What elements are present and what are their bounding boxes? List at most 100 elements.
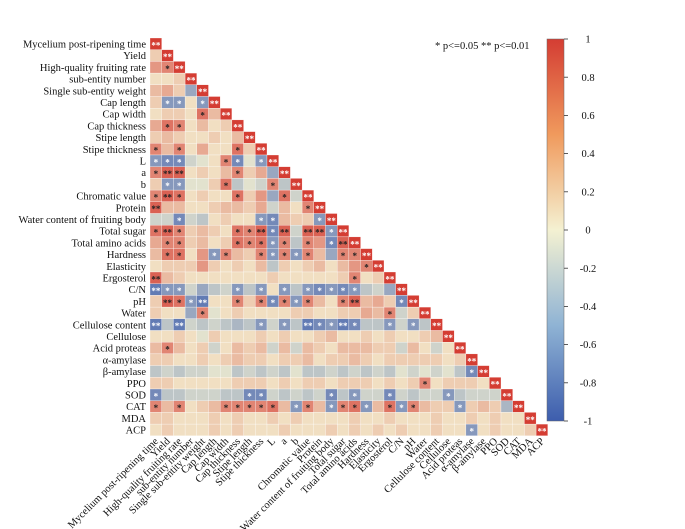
heatmap-cell (477, 377, 490, 390)
heatmap-cell (278, 178, 291, 191)
significance-marker: * (353, 321, 358, 331)
significance-marker: * (177, 181, 182, 191)
significance-marker: * (236, 239, 241, 249)
heatmap-cell (220, 236, 233, 249)
colorbar-tick-label: -0.4 (580, 302, 597, 313)
heatmap-cell (290, 388, 303, 401)
colorbar-tick-label: 0.8 (581, 73, 594, 84)
significance-marker: * (177, 99, 182, 109)
heatmap-cell (196, 353, 209, 366)
heatmap-cell (208, 306, 221, 319)
significance-marker: * (259, 251, 264, 261)
significance-marker: * (388, 321, 393, 331)
heatmap-cell (243, 318, 256, 331)
heatmap-cell (418, 318, 431, 331)
heatmap-cell (290, 353, 303, 366)
heatmap-cell (243, 248, 256, 261)
heatmap-cell (477, 400, 490, 413)
heatmap-cell (231, 131, 244, 144)
colorbar-tick-label: 0.6 (581, 111, 594, 122)
heatmap-cell (208, 178, 221, 191)
heatmap-cell (477, 388, 490, 401)
heatmap-cell (255, 166, 268, 179)
heatmap-cell (360, 283, 373, 296)
row-label: sub-entity number (69, 75, 146, 86)
significance-marker: * (458, 403, 463, 413)
heatmap-cell (477, 423, 490, 436)
heatmap-cell (278, 342, 291, 355)
significance-marker: ** (163, 298, 173, 308)
heatmap-cell (161, 201, 174, 214)
significance-marker: * (446, 391, 451, 401)
heatmap-cell (184, 154, 197, 167)
heatmap-cell (196, 178, 209, 191)
significance-marker: * (247, 403, 252, 413)
significance-marker: * (306, 298, 311, 308)
significance-marker: ** (163, 52, 173, 62)
heatmap-cell (278, 330, 291, 343)
heatmap-cell (173, 365, 186, 378)
significance-marker: * (259, 298, 264, 308)
heatmap-cell (208, 400, 221, 413)
significance-marker: * (236, 286, 241, 296)
heatmap-cell (196, 318, 209, 331)
heatmap-cell (442, 423, 455, 436)
heatmap-cell (407, 377, 420, 390)
heatmap-cell (149, 377, 162, 390)
heatmap-cell (184, 213, 197, 226)
heatmap-cell (372, 423, 385, 436)
heatmap-cell (372, 271, 385, 284)
heatmap-cell (325, 330, 338, 343)
column-label: b (290, 436, 301, 447)
heatmap-cell (301, 330, 314, 343)
heatmap-cell (208, 318, 221, 331)
significance-marker: * (165, 239, 170, 249)
heatmap-cell (290, 342, 303, 355)
heatmap-cell (395, 306, 408, 319)
significance-marker: * (224, 181, 229, 191)
heatmap-cell (161, 377, 174, 390)
significance-marker: ** (280, 169, 290, 179)
significance-marker: * (329, 239, 334, 249)
heatmap-cell (231, 248, 244, 261)
heatmap-cell (442, 412, 455, 425)
heatmap-cell (395, 412, 408, 425)
heatmap-cell (430, 330, 443, 343)
heatmap-cell (454, 412, 467, 425)
heatmap-cell (243, 213, 256, 226)
significance-marker: * (247, 228, 252, 238)
heatmap-cell (173, 260, 186, 273)
heatmap-cell (418, 365, 431, 378)
heatmap-cell (395, 423, 408, 436)
heatmap-cell (313, 400, 326, 413)
heatmap-cell (196, 283, 209, 296)
heatmap-cell (313, 412, 326, 425)
significance-marker: ** (210, 99, 220, 109)
heatmap-cell (465, 400, 478, 413)
heatmap-cell (372, 388, 385, 401)
heatmap-cell (231, 318, 244, 331)
heatmap-cell (173, 84, 186, 97)
heatmap-cell (184, 131, 197, 144)
significance-marker: * (306, 204, 311, 214)
row-label: Stipe length (96, 133, 147, 144)
heatmap-cell (184, 225, 197, 238)
heatmap-cell (290, 377, 303, 390)
heatmap-cell (231, 178, 244, 191)
significance-marker: * (271, 216, 276, 226)
heatmap-cell (149, 330, 162, 343)
significance-marker: ** (420, 309, 430, 319)
heatmap-cell (360, 306, 373, 319)
significance-marker: * (189, 298, 194, 308)
heatmap-cell (360, 353, 373, 366)
heatmap-cell (290, 330, 303, 343)
significance-marker: * (329, 321, 334, 331)
significance-marker: * (353, 251, 358, 261)
row-label: Cellulose (106, 332, 146, 343)
heatmap-cell (243, 342, 256, 355)
significance-marker: ** (268, 157, 278, 167)
significance-marker: ** (303, 228, 313, 238)
row-label: pH (133, 297, 146, 308)
row-label: L (140, 156, 146, 167)
heatmap-cell (407, 365, 420, 378)
